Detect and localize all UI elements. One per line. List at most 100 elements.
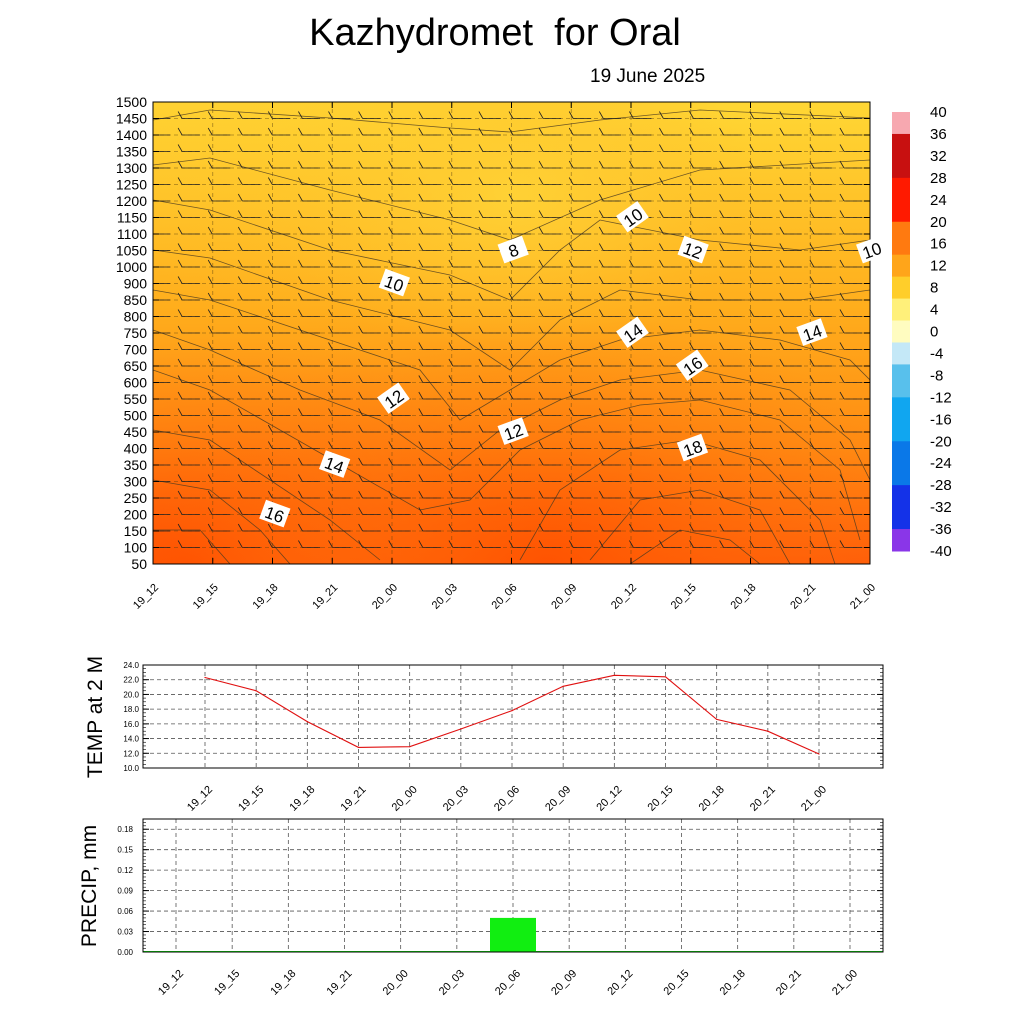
wind-barb	[779, 177, 802, 185]
wind-barb	[839, 342, 862, 350]
wind-barb	[538, 507, 562, 515]
wind-barb-flag	[328, 259, 333, 268]
wind-barb	[749, 243, 772, 251]
wind-barb-flag	[298, 226, 303, 235]
wind-barb-flag	[598, 276, 604, 284]
wind-barb	[207, 309, 231, 317]
wind-barb-flag	[388, 111, 394, 119]
wind-barb	[598, 243, 622, 251]
wind-barb-flag	[478, 424, 484, 433]
wind-barb	[632, 102, 652, 103]
wind-barb	[207, 457, 231, 466]
wind-barb	[719, 325, 742, 334]
wind-barb-flag	[659, 160, 664, 169]
heatmap-x-tick-label: 20_21	[788, 582, 818, 612]
wind-barb	[689, 457, 712, 466]
wind-barb	[839, 507, 862, 515]
wind-barb	[749, 177, 772, 185]
wind-barb-flag	[659, 111, 664, 119]
precipitation-y-tick-label: 0.12	[117, 866, 133, 875]
colorbar-segment	[892, 386, 910, 398]
wind-barb-flag	[177, 457, 183, 466]
wind-barb-flag	[779, 474, 785, 482]
wind-barb	[418, 391, 441, 400]
wind-barb	[809, 193, 832, 202]
temperature-point	[613, 674, 615, 676]
wind-barb-flag	[358, 210, 363, 218]
wind-barb-flag	[478, 127, 484, 136]
wind-barb-flag	[508, 309, 514, 317]
temperature-x-tick-labels: 19_12 19_15 19_18 19_21 20_00 20_03 20_06 20_09…	[185, 784, 829, 814]
contour-label-bg	[856, 235, 888, 264]
wind-barb	[478, 325, 501, 334]
wind-barb	[177, 193, 201, 202]
wind-barb-flag	[598, 111, 604, 119]
wind-barb-flag	[538, 523, 544, 532]
wind-barb-flag	[538, 259, 544, 268]
wind-barb	[388, 160, 411, 169]
wind-barb-flag	[839, 127, 845, 136]
wind-barb-flag	[538, 540, 544, 548]
wind-barb	[478, 160, 501, 169]
heatmap-y-tick-label: 450	[124, 424, 148, 440]
wind-barb	[358, 457, 381, 466]
wind-barb	[388, 375, 411, 383]
wind-barb-flag	[177, 193, 183, 202]
wind-barb	[388, 424, 411, 433]
wind-barb-flag	[719, 540, 724, 548]
wind-barb-flag	[809, 441, 815, 449]
wind-barb	[749, 507, 772, 515]
wind-barb-flag	[659, 210, 664, 218]
wind-barb	[388, 490, 411, 499]
wind-barb	[749, 144, 772, 152]
wind-barb	[418, 160, 441, 169]
wind-barb	[538, 127, 562, 136]
heatmap-x-tick-label: 19_15	[191, 582, 221, 612]
wind-barb-flag	[478, 243, 484, 251]
colorbar-tick-label: 32	[930, 148, 947, 165]
wind-barb-flag	[448, 523, 454, 532]
wind-barb	[388, 474, 411, 482]
wind-barb-flag	[478, 160, 484, 169]
wind-barb	[839, 540, 862, 548]
wind-barb-flag	[568, 226, 574, 235]
precipitation-x-tick-label: 20_15	[662, 968, 692, 998]
wind-barb-flag	[538, 490, 544, 499]
precipitation-x-tick-label: 20_06	[493, 968, 523, 998]
wind-barb-flag	[749, 408, 755, 416]
temperature-point	[204, 676, 206, 679]
wind-barb	[448, 193, 471, 202]
wind-barb	[177, 111, 201, 119]
wind-barb-flag	[418, 408, 424, 416]
wind-barb	[598, 474, 622, 482]
wind-barb	[328, 540, 351, 548]
wind-barb	[779, 160, 802, 169]
wind-barb-flag	[719, 111, 724, 119]
wind-barb-flag	[148, 326, 152, 333]
wind-barb-flag	[568, 309, 574, 317]
wind-barb-flag	[779, 144, 785, 152]
precipitation-x-tick-label: 20_00	[381, 968, 411, 998]
temperature-x-tick-label: 20_21	[748, 784, 778, 814]
wind-barb-flag	[358, 193, 363, 202]
wind-barb	[809, 490, 832, 499]
wind-barb-flag	[478, 358, 484, 367]
wind-barb-flag	[629, 507, 634, 515]
wind-barb-flag	[148, 508, 152, 515]
wind-barb-flag	[271, 102, 273, 103]
wind-barb	[508, 160, 531, 169]
wind-barb	[211, 102, 231, 103]
wind-barb	[358, 540, 381, 548]
wind-barb	[809, 276, 832, 284]
wind-barb-flag	[809, 111, 815, 119]
wind-barb	[689, 540, 712, 548]
wind-barb-flag	[719, 292, 724, 301]
wind-barb	[207, 375, 231, 383]
heatmap-x-tick-label: 19_21	[310, 582, 340, 612]
heatmap-y-tick-label: 750	[124, 325, 148, 341]
wind-barb-flag	[418, 424, 424, 433]
wind-barb-flag	[659, 391, 664, 400]
wind-barb-flag	[388, 441, 394, 449]
wind-barb-flag	[809, 226, 815, 235]
contour-line	[589, 489, 791, 564]
